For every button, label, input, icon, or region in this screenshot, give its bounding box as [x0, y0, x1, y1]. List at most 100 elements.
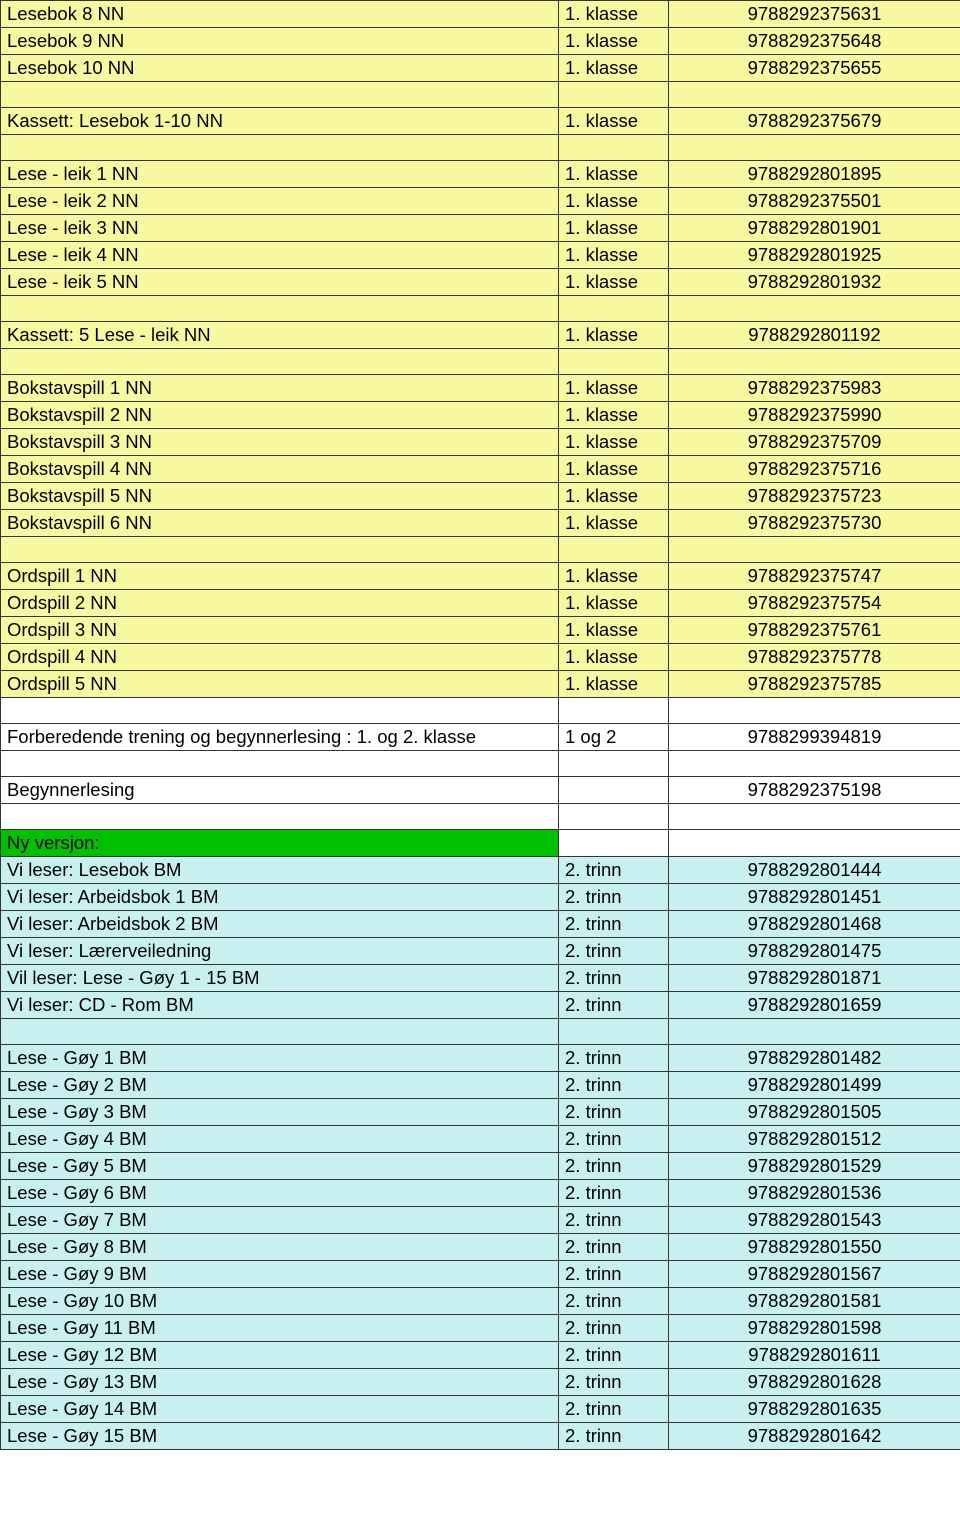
- cell-title: [1, 135, 559, 161]
- cell-title: Kassett: Lesebok 1-10 NN: [1, 108, 559, 135]
- cell-level: 2. trinn: [559, 857, 669, 884]
- table-row: [1, 82, 960, 108]
- cell-isbn: 9788292801468: [669, 911, 960, 938]
- cell-title: Kassett: 5 Lese - leik NN: [1, 322, 559, 349]
- cell-isbn: 9788292801642: [669, 1423, 960, 1450]
- table-row: Lese - leik 5 NN1. klasse9788292801932: [1, 269, 960, 296]
- cell-title: Ordspill 3 NN: [1, 617, 559, 644]
- table-row: Lese - leik 1 NN1. klasse9788292801895: [1, 161, 960, 188]
- table-row: Lese - Gøy 5 BM2. trinn9788292801529: [1, 1153, 960, 1180]
- cell-isbn: 9788292801536: [669, 1180, 960, 1207]
- cell-isbn: 9788292801192: [669, 322, 960, 349]
- cell-isbn: 9788292801611: [669, 1342, 960, 1369]
- cell-title: [1, 1019, 559, 1045]
- cell-isbn: 9788292801505: [669, 1099, 960, 1126]
- table-row: Lese - leik 4 NN1. klasse9788292801925: [1, 242, 960, 269]
- cell-title: Vil leser: Lese - Gøy 1 - 15 BM: [1, 965, 559, 992]
- cell-title: Lese - Gøy 2 BM: [1, 1072, 559, 1099]
- cell-isbn: 9788292801659: [669, 992, 960, 1019]
- cell-level: 2. trinn: [559, 1207, 669, 1234]
- cell-isbn: 9788299394819: [669, 724, 960, 751]
- cell-level: 2. trinn: [559, 938, 669, 965]
- cell-level: 2. trinn: [559, 1315, 669, 1342]
- cell-level: 2. trinn: [559, 1261, 669, 1288]
- table-row: Ordspill 3 NN1. klasse9788292375761: [1, 617, 960, 644]
- cell-title: Lese - leik 5 NN: [1, 269, 559, 296]
- cell-isbn: 9788292801529: [669, 1153, 960, 1180]
- cell-isbn: [669, 804, 960, 830]
- table-row: Lese - leik 2 NN1. klasse9788292375501: [1, 188, 960, 215]
- table-body: Lesebok 8 NN1. klasse9788292375631Lesebo…: [1, 1, 960, 1450]
- cell-title: Bokstavspill 2 NN: [1, 402, 559, 429]
- cell-level: 1. klasse: [559, 590, 669, 617]
- cell-isbn: 9788292801925: [669, 242, 960, 269]
- cell-isbn: 9788292801567: [669, 1261, 960, 1288]
- table-row: [1, 804, 960, 830]
- table-row: Vi leser: Lærerveiledning2. trinn9788292…: [1, 938, 960, 965]
- table-row: Lesebok 8 NN1. klasse9788292375631: [1, 1, 960, 28]
- cell-level: 1. klasse: [559, 242, 669, 269]
- cell-level: 2. trinn: [559, 1234, 669, 1261]
- cell-title: Lese - Gøy 1 BM: [1, 1045, 559, 1072]
- cell-title: Lese - Gøy 5 BM: [1, 1153, 559, 1180]
- cell-isbn: 9788292375716: [669, 456, 960, 483]
- cell-isbn: 9788292375723: [669, 483, 960, 510]
- cell-isbn: [669, 349, 960, 375]
- cell-title: Ordspill 1 NN: [1, 563, 559, 590]
- cell-level: 2. trinn: [559, 1396, 669, 1423]
- cell-title: Begynnerlesing: [1, 777, 559, 804]
- cell-isbn: 9788292375990: [669, 402, 960, 429]
- cell-isbn: 9788292375754: [669, 590, 960, 617]
- table-row: Lese - leik 3 NN1. klasse9788292801901: [1, 215, 960, 242]
- table-row: [1, 537, 960, 563]
- cell-title: [1, 82, 559, 108]
- table-row: Ordspill 1 NN1. klasse9788292375747: [1, 563, 960, 590]
- table-row: Lese - Gøy 13 BM2. trinn9788292801628: [1, 1369, 960, 1396]
- cell-level: 1. klasse: [559, 375, 669, 402]
- table-row: Lese - Gøy 15 BM2. trinn9788292801642: [1, 1423, 960, 1450]
- cell-level: 2. trinn: [559, 1072, 669, 1099]
- cell-title: Vi leser: Lesebok BM: [1, 857, 559, 884]
- cell-title: Lese - Gøy 14 BM: [1, 1396, 559, 1423]
- cell-isbn: [669, 1019, 960, 1045]
- cell-level: 1. klasse: [559, 671, 669, 698]
- table-row: Lesebok 9 NN1. klasse9788292375648: [1, 28, 960, 55]
- cell-title: [1, 349, 559, 375]
- cell-isbn: [669, 296, 960, 322]
- cell-isbn: 9788292375709: [669, 429, 960, 456]
- cell-title: Lese - Gøy 15 BM: [1, 1423, 559, 1450]
- cell-title: Lese - leik 2 NN: [1, 188, 559, 215]
- cell-isbn: 9788292375631: [669, 1, 960, 28]
- cell-isbn: 9788292375761: [669, 617, 960, 644]
- cell-title: Lese - leik 4 NN: [1, 242, 559, 269]
- table-row: Lese - Gøy 6 BM2. trinn9788292801536: [1, 1180, 960, 1207]
- cell-level: 2. trinn: [559, 992, 669, 1019]
- cell-isbn: 9788292801895: [669, 161, 960, 188]
- cell-isbn: 9788292375655: [669, 55, 960, 82]
- table-row: Bokstavspill 3 NN1. klasse9788292375709: [1, 429, 960, 456]
- cell-level: 1. klasse: [559, 429, 669, 456]
- table-row: Ny versjon:: [1, 830, 960, 857]
- table-row: Vil leser: Lese - Gøy 1 - 15 BM2. trinn9…: [1, 965, 960, 992]
- table-row: Bokstavspill 6 NN1. klasse9788292375730: [1, 510, 960, 537]
- cell-isbn: 9788292801451: [669, 884, 960, 911]
- cell-title: Bokstavspill 3 NN: [1, 429, 559, 456]
- cell-isbn: 9788292801901: [669, 215, 960, 242]
- cell-isbn: 9788292801482: [669, 1045, 960, 1072]
- table-row: Lese - Gøy 9 BM2. trinn9788292801567: [1, 1261, 960, 1288]
- cell-title: [1, 296, 559, 322]
- cell-title: Vi leser: CD - Rom BM: [1, 992, 559, 1019]
- table-row: Lese - Gøy 11 BM2. trinn9788292801598: [1, 1315, 960, 1342]
- cell-level: 2. trinn: [559, 1369, 669, 1396]
- table-row: Bokstavspill 2 NN1. klasse9788292375990: [1, 402, 960, 429]
- cell-title: Lese - Gøy 10 BM: [1, 1288, 559, 1315]
- cell-title: Lese - Gøy 11 BM: [1, 1315, 559, 1342]
- cell-level: 1. klasse: [559, 161, 669, 188]
- cell-level: 2. trinn: [559, 1045, 669, 1072]
- cell-level: 2. trinn: [559, 884, 669, 911]
- cell-level: 1. klasse: [559, 108, 669, 135]
- cell-isbn: 9788292375983: [669, 375, 960, 402]
- cell-level: 1. klasse: [559, 215, 669, 242]
- cell-level: 2. trinn: [559, 1126, 669, 1153]
- cell-level: 1. klasse: [559, 617, 669, 644]
